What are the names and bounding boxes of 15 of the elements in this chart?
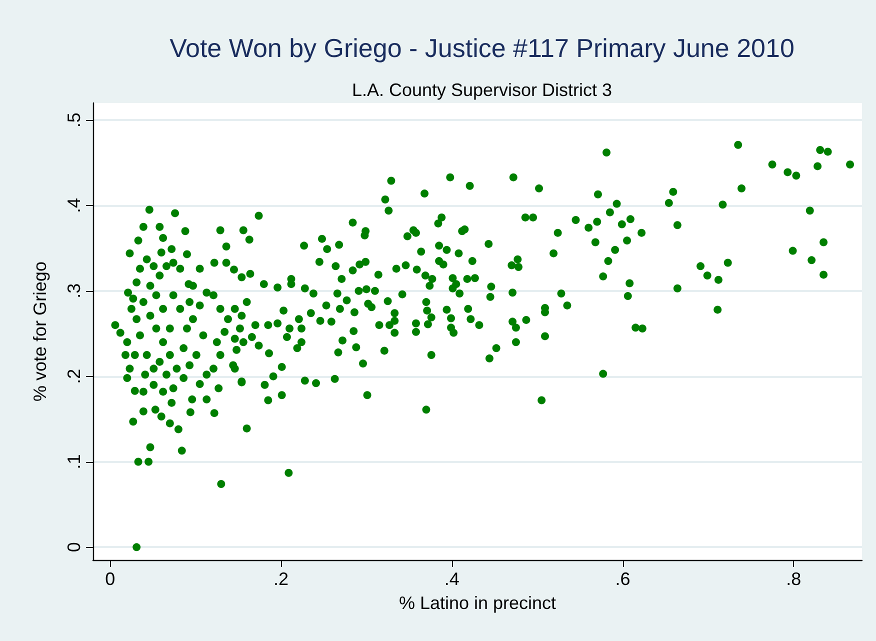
chart-subtitle: L.A. County Supervisor District 3 — [352, 80, 612, 100]
y-tick-label: .2 — [64, 368, 84, 384]
y-axis-title: % vote for Griego — [30, 261, 50, 402]
y-tick-label: 0 — [64, 542, 84, 552]
x-tick-label: .8 — [786, 569, 802, 589]
y-tick-label: .5 — [64, 112, 84, 128]
x-tick-label: .2 — [273, 569, 288, 589]
x-tick-label: .6 — [615, 569, 630, 589]
x-tick-label: .4 — [444, 569, 460, 589]
chart-title: Vote Won by Griego - Justice #117 Primary June 2010 — [170, 33, 794, 63]
y-tick-label: .1 — [64, 454, 84, 470]
x-tick-label: 0 — [105, 569, 116, 589]
y-tick-label: .3 — [64, 283, 84, 298]
y-tick-label: .4 — [64, 198, 84, 214]
x-axis-title: % Latino in precinct — [398, 593, 556, 613]
